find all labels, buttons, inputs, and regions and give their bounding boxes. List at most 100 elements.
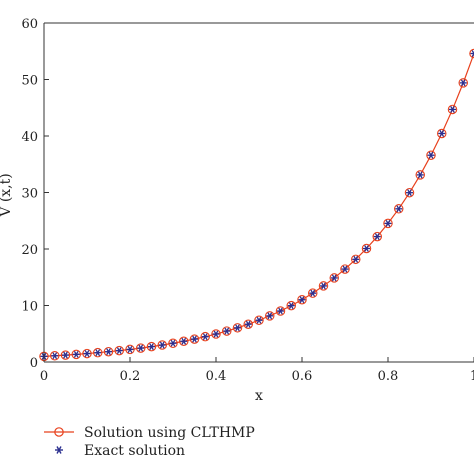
series-layer: [39, 48, 474, 362]
plot-area: [44, 23, 474, 362]
exact-asterisk-point: [416, 171, 424, 179]
clthmp-circle-point: [136, 343, 146, 353]
clthmp-circle-point: [458, 78, 468, 88]
exact-asterisk-point: [234, 324, 241, 332]
legend-label-exact: Exact solution: [84, 443, 185, 459]
clthmp-circle-point: [114, 345, 125, 356]
exact-asterisk-point: [438, 130, 446, 137]
clthmp-circle-point: [93, 347, 103, 358]
x-axis-label: x: [255, 388, 263, 404]
exact-asterisk-point: [352, 255, 360, 263]
exact-asterisk-point: [94, 349, 102, 357]
exact-asterisk-point: [83, 350, 91, 357]
clthmp-circle-point: [146, 341, 157, 352]
clthmp-circle-point: [361, 243, 372, 254]
clthmp-circle-point: [200, 331, 211, 342]
exact-asterisk-point: [406, 189, 413, 197]
exact-asterisk-point: [72, 350, 80, 358]
clthmp-circle-point: [383, 218, 393, 229]
exact-asterisk-point: [126, 345, 134, 353]
exact-asterisk-point: [51, 352, 59, 360]
clthmp-circle-point: [211, 329, 221, 339]
clthmp-circle-point: [404, 187, 415, 198]
clthmp-circle-point: [125, 344, 135, 355]
clthmp-circle-point: [222, 326, 232, 336]
y-tick-label: 0: [30, 356, 38, 371]
exact-asterisk-point: [244, 320, 252, 328]
clthmp-circle-point: [264, 311, 275, 321]
exact-asterisk-point: [363, 245, 370, 252]
exact-asterisk-point: [105, 348, 112, 356]
clthmp-circle-point: [415, 170, 425, 180]
clthmp-circle-point: [372, 231, 382, 242]
x-tick-label: 0.8: [378, 369, 399, 384]
exact-asterisk-point: [212, 330, 220, 338]
exact-asterisk-point: [320, 282, 327, 290]
exact-asterisk-point: [137, 344, 145, 352]
exact-asterisk-point: [266, 312, 274, 320]
clthmp-circle-point: [340, 264, 350, 274]
clthmp-circle-point: [426, 150, 436, 160]
clthmp-circle-point: [447, 104, 458, 115]
ticks-layer: 00.20.40.60.810102030405060: [21, 17, 474, 384]
exact-asterisk-point: [223, 327, 231, 335]
clthmp-circle-point: [103, 346, 114, 357]
exact-asterisk-point: [62, 351, 69, 359]
x-tick-label: 0.4: [206, 369, 227, 384]
legend-item-clthmp: Solution using CLTHMP: [44, 425, 255, 441]
exact-asterisk-point: [191, 335, 198, 343]
clthmp-circle-point: [275, 306, 286, 316]
x-tick-label: 1: [470, 369, 474, 384]
exact-asterisk-point: [277, 307, 284, 315]
clthmp-circle-point: [329, 273, 339, 283]
y-tick-label: 40: [21, 130, 38, 145]
exact-asterisk-point: [158, 341, 166, 349]
clthmp-circle-point: [243, 319, 254, 329]
x-tick-label: 0.6: [292, 369, 313, 384]
exact-asterisk-point: [298, 296, 306, 304]
x-tick-label: 0: [40, 369, 48, 384]
legend-item-exact: Exact solution: [55, 443, 185, 459]
clthmp-circle-point: [297, 294, 307, 305]
y-tick-label: 50: [21, 74, 38, 89]
exact-asterisk-point: [341, 265, 349, 273]
clthmp-circle-point: [232, 323, 243, 333]
y-axis-label: V (x,t): [0, 173, 14, 217]
exact-asterisk-point: [330, 274, 338, 282]
exact-asterisk-point: [427, 151, 435, 159]
y-tick-label: 20: [21, 243, 38, 258]
clthmp-circle-point: [307, 288, 318, 298]
exact-asterisk-point: [373, 233, 381, 241]
exact-asterisk-point: [309, 289, 317, 297]
clthmp-circle-point: [254, 315, 264, 326]
legend-asterisk-marker-icon: [55, 446, 63, 454]
clthmp-circle-point: [189, 334, 200, 344]
exact-asterisk-point: [255, 316, 263, 324]
clthmp-circle-point: [179, 336, 189, 347]
legend: Solution using CLTHMP Exact solution: [44, 425, 255, 459]
y-tick-label: 10: [21, 300, 38, 315]
clthmp-circle-point: [286, 300, 296, 311]
legend-circle-marker-icon: [54, 427, 64, 437]
exact-asterisk-point: [459, 79, 467, 87]
clthmp-circle-point: [60, 350, 71, 360]
y-tick-label: 30: [21, 187, 38, 202]
exact-asterisk-point: [115, 347, 123, 355]
clthmp-circle-point: [393, 204, 404, 214]
exact-asterisk-point: [287, 302, 295, 310]
clthmp-circle-point: [157, 340, 168, 350]
clthmp-circle-point: [436, 128, 447, 139]
exact-asterisk-point: [201, 333, 209, 341]
legend-label-clthmp: Solution using CLTHMP: [84, 425, 255, 441]
exact-asterisk-point: [395, 205, 403, 213]
exact-asterisk-point: [169, 339, 177, 347]
y-tick-label: 60: [21, 17, 38, 32]
clthmp-circle-point: [350, 254, 361, 265]
exact-asterisk-point: [449, 106, 456, 113]
clthmp-circle-point: [168, 338, 178, 348]
clthmp-circle-point: [318, 281, 329, 291]
clthmp-circle-point: [49, 351, 60, 361]
exact-asterisk-point: [180, 337, 188, 345]
clthmp-circle-point: [71, 349, 82, 360]
